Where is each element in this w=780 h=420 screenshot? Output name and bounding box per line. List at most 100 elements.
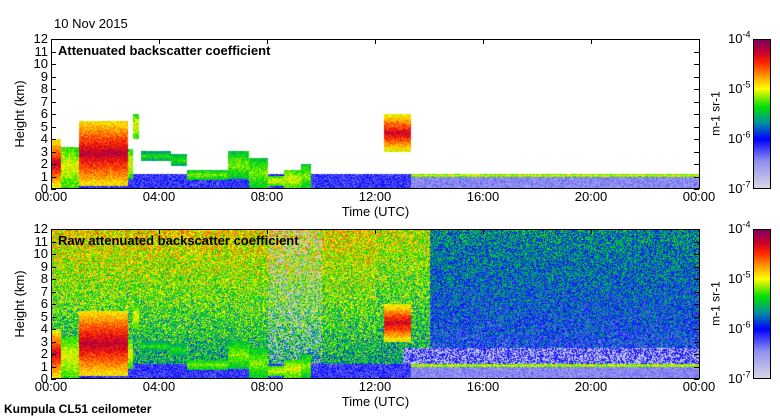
y-tick-mark bbox=[694, 241, 699, 243]
x-tick-label: 20:00 bbox=[574, 189, 608, 204]
y-tick-mark bbox=[694, 354, 699, 355]
y-tick-mark bbox=[694, 379, 699, 380]
y-tick-mark bbox=[51, 304, 56, 305]
x-tick-label: 08:00 bbox=[250, 379, 284, 394]
y-tick-mark bbox=[694, 366, 699, 368]
y-tick-label: 3 bbox=[40, 333, 48, 349]
colorbar-tick-exponent: -6 bbox=[742, 319, 751, 330]
y-tick-mark bbox=[694, 76, 699, 78]
y-axis-label: Height (km) bbox=[12, 270, 27, 338]
y-tick-mark bbox=[694, 101, 699, 103]
x-tick-label: 04:00 bbox=[142, 189, 176, 204]
y-tick-label: 7 bbox=[40, 93, 48, 109]
y-tick-mark bbox=[51, 279, 56, 280]
y-tick-mark bbox=[694, 51, 699, 53]
colorbar-unit-label: m-1 sr-1 bbox=[708, 281, 723, 326]
x-tick-label: 00:00 bbox=[682, 379, 716, 394]
y-tick-mark bbox=[51, 329, 56, 330]
y-tick-mark bbox=[51, 366, 56, 368]
y-tick-mark bbox=[51, 64, 56, 65]
y-tick-mark bbox=[51, 379, 56, 380]
x-tick-mark bbox=[375, 39, 376, 44]
x-tick-mark bbox=[159, 39, 160, 44]
y-tick-mark bbox=[694, 329, 699, 330]
y-tick-mark bbox=[694, 139, 699, 140]
colorbar-tick-exponent: -5 bbox=[742, 79, 751, 90]
colorbar bbox=[753, 229, 771, 379]
x-tick-label: 12:00 bbox=[358, 379, 392, 394]
colorbar-tick-label: 10-5 bbox=[728, 269, 751, 286]
y-tick-label: 1 bbox=[40, 358, 48, 374]
y-tick-label: 12 bbox=[33, 221, 48, 236]
y-tick-label: 8 bbox=[40, 271, 48, 286]
y-tick-label: 1 bbox=[40, 168, 48, 184]
y-tick-mark bbox=[694, 341, 699, 343]
backscatter-heatmap bbox=[52, 40, 699, 188]
colorbar-tick-exponent: -6 bbox=[742, 129, 751, 140]
y-tick-mark bbox=[51, 176, 56, 178]
colorbar-tick-label: 10-4 bbox=[728, 219, 751, 236]
y-tick-mark bbox=[51, 189, 56, 190]
y-tick-mark bbox=[51, 254, 56, 255]
x-tick-mark bbox=[375, 229, 376, 234]
x-axis-label: Time (UTC) bbox=[341, 394, 410, 409]
y-tick-label: 11 bbox=[34, 43, 49, 59]
x-tick-mark bbox=[591, 229, 592, 234]
x-tick-label: 00:00 bbox=[34, 379, 68, 394]
instrument-label: Kumpula CL51 ceilometer bbox=[4, 402, 152, 416]
y-tick-mark bbox=[694, 254, 699, 255]
y-tick-mark bbox=[694, 126, 699, 128]
y-tick-mark bbox=[694, 64, 699, 65]
y-tick-mark bbox=[694, 291, 699, 293]
y-tick-mark bbox=[694, 279, 699, 280]
y-tick-label: 5 bbox=[40, 308, 48, 324]
y-tick-label: 0 bbox=[40, 181, 48, 196]
y-tick-mark bbox=[694, 229, 699, 230]
x-tick-label: 20:00 bbox=[574, 379, 608, 394]
y-tick-mark bbox=[694, 304, 699, 305]
colorbar-tick-exponent: -4 bbox=[742, 29, 751, 40]
y-tick-label: 2 bbox=[40, 346, 48, 361]
x-tick-mark bbox=[267, 229, 268, 234]
colorbar-tick-exponent: -7 bbox=[742, 369, 751, 380]
y-tick-mark bbox=[694, 39, 699, 40]
y-tick-label: 11 bbox=[34, 233, 49, 249]
y-tick-mark bbox=[51, 126, 56, 128]
colorbar-tick-label: 10-7 bbox=[728, 179, 751, 196]
colorbar-tick-exponent: -4 bbox=[742, 219, 751, 230]
y-tick-mark bbox=[51, 151, 56, 153]
y-tick-mark bbox=[51, 139, 56, 140]
colorbar bbox=[753, 39, 771, 189]
y-tick-mark bbox=[51, 89, 56, 90]
y-axis-label: Height (km) bbox=[12, 80, 27, 148]
y-tick-mark bbox=[694, 189, 699, 190]
y-tick-mark bbox=[51, 229, 56, 230]
x-tick-label: 00:00 bbox=[682, 189, 716, 204]
plot-title: Attenuated backscatter coefficient bbox=[58, 43, 271, 58]
x-tick-mark bbox=[483, 39, 484, 44]
x-tick-mark bbox=[699, 39, 700, 44]
x-tick-label: 16:00 bbox=[466, 379, 500, 394]
y-tick-label: 9 bbox=[40, 258, 48, 274]
x-tick-mark bbox=[51, 229, 52, 234]
y-tick-label: 4 bbox=[40, 321, 48, 336]
y-tick-label: 3 bbox=[40, 143, 48, 159]
colorbar-tick-exponent: -7 bbox=[742, 179, 751, 190]
x-tick-label: 04:00 bbox=[142, 379, 176, 394]
y-tick-label: 5 bbox=[40, 118, 48, 134]
y-tick-label: 8 bbox=[40, 81, 48, 96]
y-tick-label: 6 bbox=[40, 106, 48, 121]
y-tick-mark bbox=[694, 316, 699, 318]
y-tick-label: 10 bbox=[33, 246, 48, 261]
x-tick-label: 00:00 bbox=[34, 189, 68, 204]
y-tick-mark bbox=[51, 164, 56, 165]
y-tick-mark bbox=[694, 114, 699, 115]
y-tick-mark bbox=[51, 241, 56, 243]
y-tick-label: 7 bbox=[40, 283, 48, 299]
x-tick-label: 08:00 bbox=[250, 189, 284, 204]
y-tick-label: 10 bbox=[33, 56, 48, 71]
y-tick-label: 4 bbox=[40, 131, 48, 146]
colorbar-tick-exponent: -5 bbox=[742, 269, 751, 280]
y-tick-mark bbox=[51, 114, 56, 115]
y-tick-mark bbox=[51, 39, 56, 40]
